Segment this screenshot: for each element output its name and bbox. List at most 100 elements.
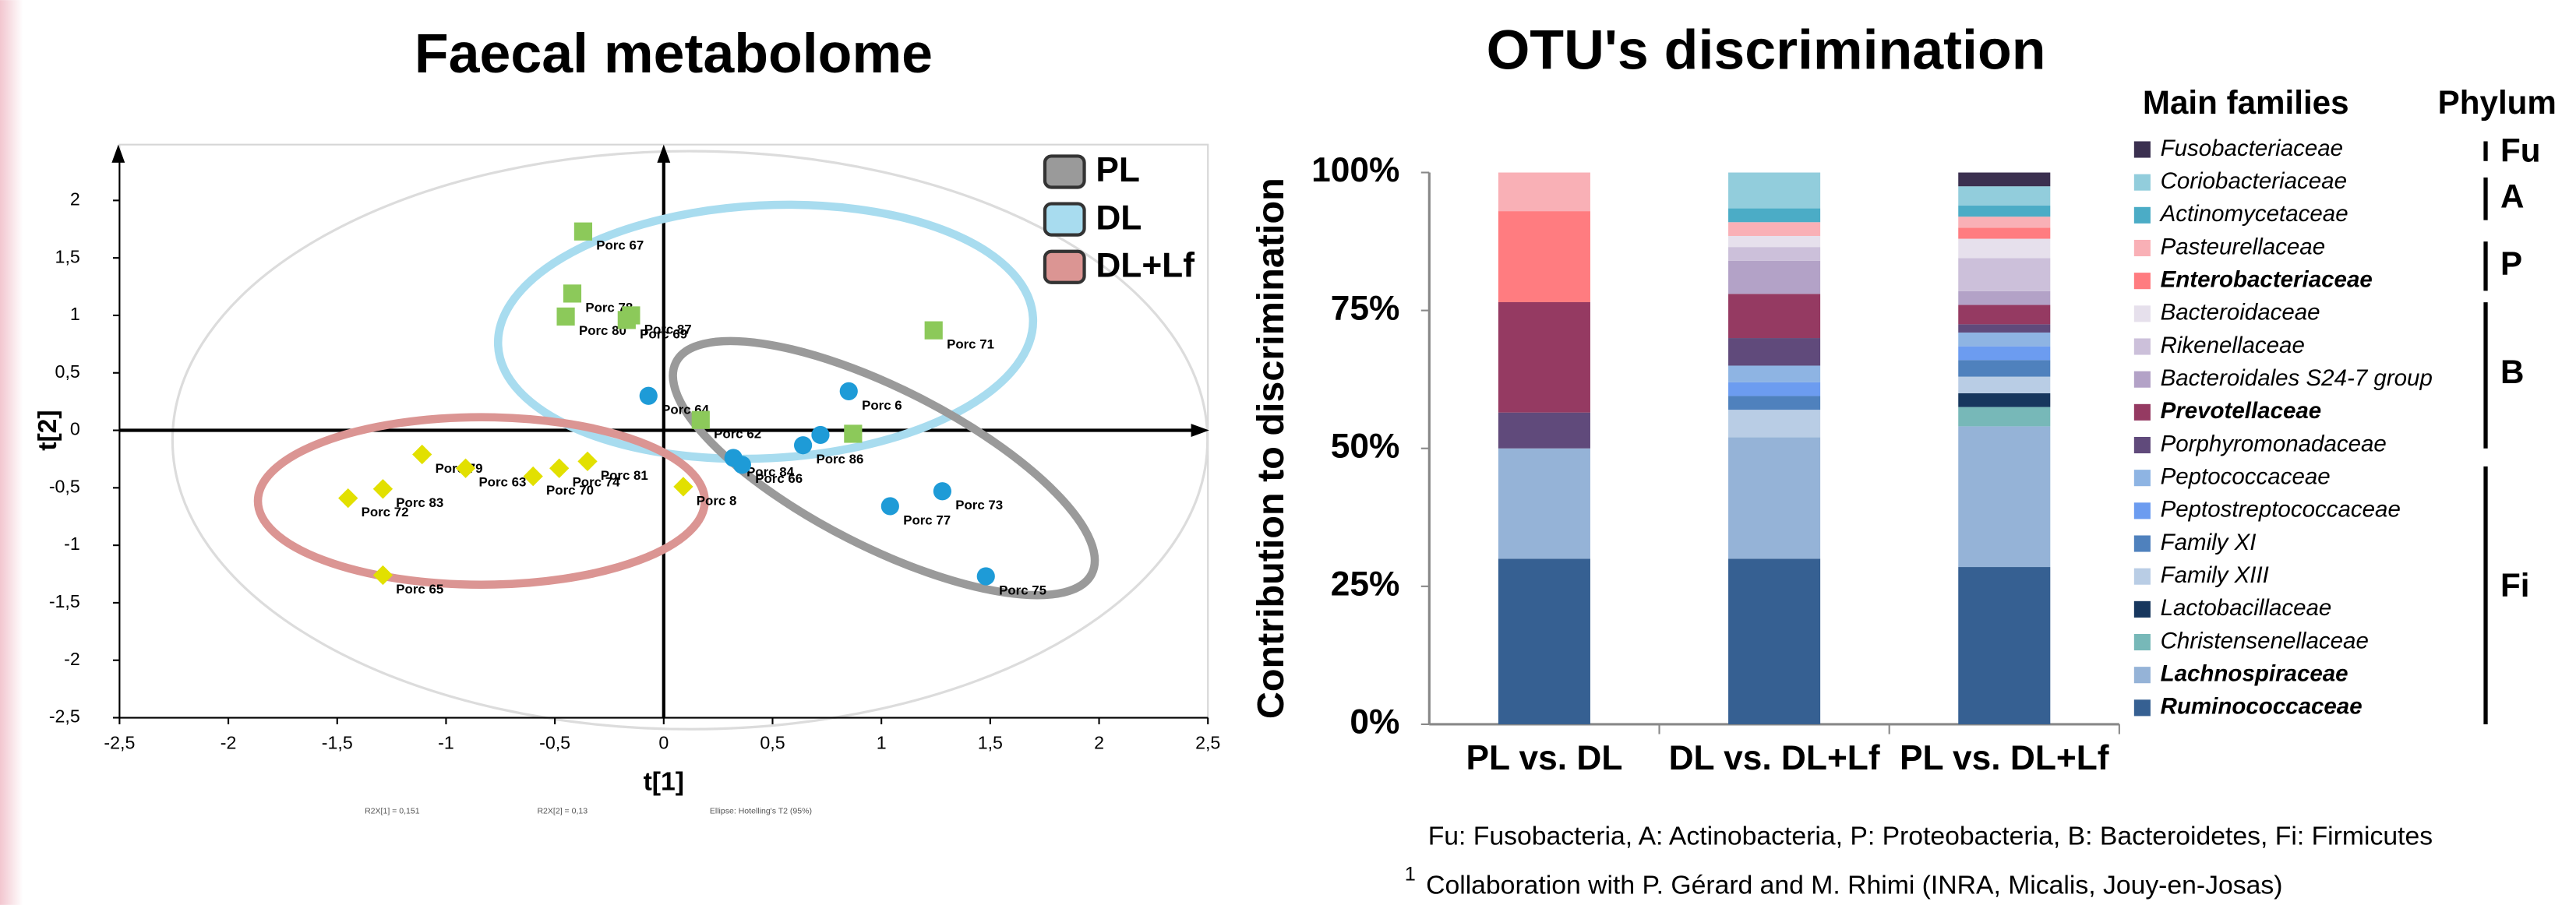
point: [691, 410, 710, 429]
bar-segment: [1958, 332, 2051, 347]
y-tick-label: 0%: [1350, 703, 1399, 741]
point: [556, 307, 575, 326]
bar-segment: [1728, 208, 1821, 223]
legend-label: Actinomycetaceae: [2159, 201, 2348, 227]
x-tick-label: -2,5: [104, 732, 135, 752]
bar-segment: [1728, 338, 1821, 366]
point-label: Porc 84: [746, 464, 795, 479]
point-label: Porc 6: [862, 398, 902, 413]
legend-label: Peptococcaceae: [2161, 463, 2331, 489]
legend-label: Pasteurellaceae: [2161, 234, 2326, 259]
group-ellipse: [253, 413, 709, 589]
phylum-label: A: [2500, 178, 2524, 214]
point-label: Porc 81: [601, 468, 648, 483]
y-tick-label: 50%: [1331, 427, 1400, 465]
legend-swatch: [2133, 174, 2151, 191]
bar-segment: [1728, 396, 1821, 410]
x-axis-label: t[1]: [644, 767, 684, 797]
bar-segment: [1498, 448, 1590, 559]
legend-swatch: [2133, 667, 2151, 684]
legend-swatch: [2133, 699, 2151, 717]
point: [412, 444, 432, 465]
legend-label: Lactobacillaceae: [2161, 595, 2332, 621]
point-label: Porc 66: [755, 471, 803, 486]
legend-label: Prevotellaceae: [2161, 398, 2322, 424]
bar-segment: [1958, 346, 2051, 361]
bar-segment: [1728, 260, 1821, 294]
legend-label: Bacteroidales S24-7 group: [2161, 365, 2433, 391]
point-label: Porc 65: [396, 582, 443, 597]
bar-segment: [1958, 376, 2051, 393]
point: [844, 424, 863, 443]
point-label: Porc 69: [640, 326, 687, 341]
bar-segment: [1728, 382, 1821, 396]
group-ellipse: [493, 200, 1038, 463]
point: [577, 451, 598, 472]
chart-title: OTU's discrimination: [1487, 19, 2046, 82]
legend-title: Main families: [2143, 84, 2349, 121]
bar-segment: [1728, 365, 1821, 382]
bar-segment: [1958, 393, 2051, 407]
y-tick-label: 2: [70, 188, 80, 209]
legend-label: Porphyromonadaceae: [2161, 431, 2387, 456]
bar-segment: [1958, 206, 2051, 217]
y-tick-label: -2: [64, 649, 80, 669]
bar-segment: [1958, 217, 2051, 228]
phylum-title: Phylum: [2438, 84, 2557, 121]
axis-arrow: [1191, 424, 1209, 437]
legend-swatch: [2133, 206, 2151, 224]
point-label: Porc 74: [573, 475, 621, 490]
y-tick-label: 0: [70, 419, 80, 439]
y-axis-label: t[2]: [33, 410, 62, 450]
point-label: Porc 73: [955, 498, 1003, 512]
y-tick-label: 75%: [1331, 289, 1400, 327]
y-tick-label: -1: [64, 533, 80, 554]
legend-label: Fusobacteriaceae: [2161, 136, 2344, 161]
legend-label: PL: [1096, 151, 1140, 189]
legend-label: Peptostreptococcaceae: [2161, 497, 2401, 523]
legend-label: DL+Lf: [1096, 246, 1194, 284]
y-tick-label: 25%: [1331, 565, 1400, 604]
x-tick-label: -1: [438, 732, 454, 752]
point: [732, 456, 751, 474]
legend-label: Christensenellaceae: [2161, 628, 2369, 653]
x-tick-label: 0: [658, 732, 669, 752]
point: [933, 482, 951, 501]
x-tick-label: PL vs. DL: [1466, 739, 1622, 777]
legend-swatch: [2133, 600, 2151, 618]
point-label: Porc 70: [546, 483, 594, 498]
bar-segment: [1958, 324, 2051, 333]
point: [372, 479, 393, 499]
bar-segment: [1728, 410, 1821, 438]
point: [372, 565, 393, 586]
point: [639, 386, 658, 405]
legend-label: Family XI: [2161, 530, 2257, 555]
y-tick-label: 1,5: [55, 246, 80, 266]
y-tick-label: 0,5: [55, 361, 80, 382]
point: [338, 488, 358, 509]
note: R2X[1] = 0,151: [365, 806, 420, 815]
group-ellipse: [669, 336, 1099, 600]
x-tick-label: 0,5: [760, 732, 785, 752]
legend-swatch: [2133, 436, 2151, 454]
legend-swatch: [1043, 249, 1086, 284]
legend-swatch: [2133, 403, 2151, 421]
bar-segment: [1958, 186, 2051, 206]
point-label: Porc 71: [947, 337, 994, 352]
bar-segment: [1498, 301, 1590, 413]
point-label: Porc 83: [396, 495, 443, 510]
legend-label: Ruminococcaceae: [2161, 694, 2363, 720]
point: [573, 222, 593, 241]
legend-swatch: [2133, 568, 2151, 585]
note: R2X[2] = 0,13: [537, 806, 588, 815]
legend-label: DL: [1096, 199, 1142, 237]
point-label: Porc 62: [714, 427, 761, 442]
axis-arrow: [657, 144, 671, 163]
phylum-label: B: [2500, 354, 2524, 390]
phylum-label: P: [2500, 245, 2522, 282]
legend-label: Coriobacteriaceae: [2161, 168, 2347, 194]
chart-title: Faecal metabolome: [415, 23, 933, 85]
bar-segment: [1498, 172, 1590, 212]
